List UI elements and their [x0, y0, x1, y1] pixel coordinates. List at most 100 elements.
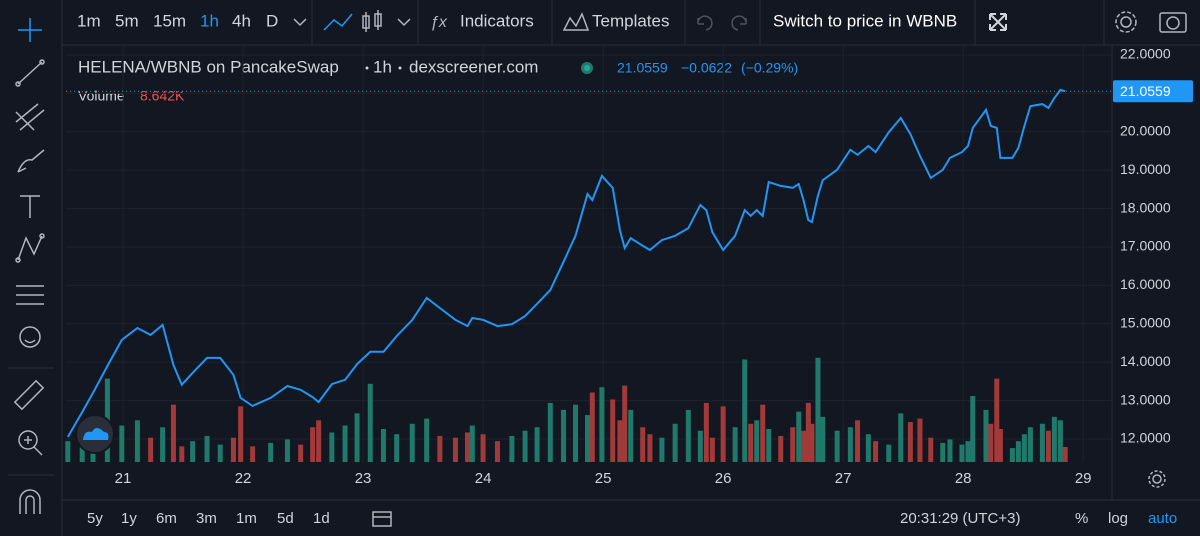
volume-bar	[310, 427, 316, 462]
volume-bar	[316, 420, 322, 462]
y-tick-label: 17.0000	[1120, 238, 1171, 254]
volume-bar	[1027, 427, 1033, 462]
volume-bar	[983, 409, 989, 462]
volume-bar	[424, 418, 430, 462]
volume-bar	[959, 444, 965, 462]
y-tick-label: 15.0000	[1120, 314, 1171, 330]
volume-bar	[790, 427, 796, 462]
volume-bar	[970, 395, 976, 462]
volume-bar	[748, 423, 754, 462]
volume-bar	[268, 442, 274, 462]
scale-option[interactable]: auto	[1148, 510, 1177, 527]
volume-bar	[865, 434, 871, 462]
chart-source: dexscreener.com	[409, 57, 538, 76]
y-tick-label: 16.0000	[1120, 276, 1171, 292]
volume-bar	[329, 432, 335, 462]
range-button[interactable]: 1m	[236, 510, 257, 527]
volume-bar	[522, 430, 528, 462]
volume-bar	[354, 413, 360, 462]
last-price-tag-label: 21.0559	[1120, 83, 1171, 99]
volume-bar	[204, 435, 210, 462]
volume-bar	[298, 444, 304, 462]
volume-bar	[947, 439, 953, 462]
fx-icon[interactable]: ƒx	[430, 14, 448, 31]
axis-settings[interactable]	[1148, 470, 1166, 488]
range-button[interactable]: 1y	[121, 510, 137, 527]
volume-bar	[170, 404, 176, 462]
top-toolbar: ƒx Indicators Templates Switch to price …	[62, 0, 1200, 46]
volume-bar	[672, 423, 678, 462]
interval-button[interactable]: 1m	[77, 11, 101, 30]
interval-button[interactable]: D	[266, 11, 278, 30]
volume-bar	[997, 428, 1003, 462]
scale-option[interactable]: %	[1075, 510, 1088, 527]
y-tick-label: 14.0000	[1120, 353, 1171, 369]
interval-button[interactable]: 5m	[115, 11, 139, 30]
volume-bar	[760, 404, 766, 462]
volume-bar	[250, 446, 256, 462]
range-button[interactable]: 1d	[313, 510, 330, 527]
volume-bar	[732, 427, 738, 462]
volume-bar	[886, 444, 892, 462]
x-tick-label: 23	[355, 470, 372, 487]
indicators-button[interactable]: Indicators	[460, 11, 534, 30]
volume-bar	[160, 427, 166, 462]
volume-bar	[217, 444, 223, 462]
volume-bar	[599, 387, 605, 462]
templates-button[interactable]: Templates	[592, 11, 669, 30]
volume-bar	[617, 420, 623, 462]
volume-legend: Volume	[78, 88, 125, 104]
volume-bar	[1057, 420, 1063, 462]
volume-bar	[697, 430, 703, 462]
range-button[interactable]: 6m	[156, 510, 177, 527]
scale-option[interactable]: log	[1108, 510, 1128, 527]
volume-bar	[647, 434, 653, 462]
volume-bar	[873, 441, 879, 462]
volume-bar	[1039, 423, 1045, 462]
calendar-icon[interactable]	[372, 511, 392, 527]
range-button[interactable]: 3m	[196, 510, 217, 527]
volume-bar	[394, 434, 400, 462]
volume-bar	[742, 359, 748, 462]
y-tick-label: 22.0000	[1120, 46, 1171, 62]
volume-bar	[179, 446, 185, 462]
y-tick-label: 13.0000	[1120, 391, 1171, 407]
dot	[398, 66, 402, 70]
dot	[365, 66, 369, 70]
volume-bar	[898, 413, 904, 462]
volume-bar	[560, 409, 566, 462]
interval-button[interactable]: 4h	[232, 11, 251, 30]
interval-button[interactable]: 1h	[200, 11, 219, 30]
volume-bar	[547, 402, 553, 462]
range-button[interactable]: 5y	[87, 510, 103, 527]
volume-bar	[801, 430, 807, 462]
last-price: 21.0559	[617, 60, 668, 76]
volume-bar	[509, 435, 515, 462]
chart-title: HELENA/WBNB on PancakeSwap	[78, 57, 339, 76]
x-tick-label: 21	[115, 470, 132, 487]
volume-bar	[709, 437, 715, 462]
y-tick-label: 19.0000	[1120, 161, 1171, 177]
x-tick-label: 27	[835, 470, 852, 487]
volume-bar	[940, 442, 946, 462]
price-change-pct: (−0.29%)	[741, 60, 798, 76]
volume-bar	[1062, 446, 1068, 462]
interval-button[interactable]: 15m	[153, 11, 186, 30]
volume-bar	[437, 435, 443, 462]
x-tick-label: 28	[955, 470, 972, 487]
switch-price-button[interactable]: Switch to price in WBNB	[773, 11, 957, 30]
volume-bar	[572, 404, 578, 462]
volume-bar	[659, 437, 665, 462]
volume-bar	[480, 434, 486, 462]
range-button[interactable]: 5d	[277, 510, 294, 527]
volume-bar	[380, 428, 386, 462]
volume-bar	[778, 435, 784, 462]
volume-bar	[622, 385, 628, 462]
volume-bar	[409, 423, 415, 462]
volume-bar	[584, 415, 590, 462]
volume-bar	[809, 423, 815, 462]
volume-bar	[928, 437, 934, 462]
volume-bar	[1045, 430, 1051, 462]
volume-bar	[134, 420, 140, 462]
